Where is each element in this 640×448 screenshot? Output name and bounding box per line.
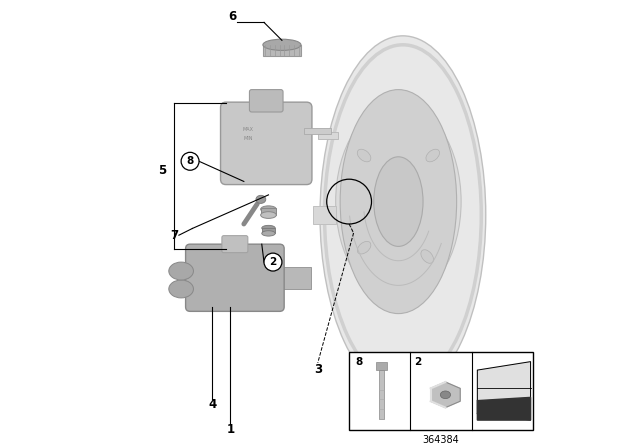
Ellipse shape bbox=[169, 280, 193, 298]
Bar bbox=[263, 45, 301, 56]
Text: 8: 8 bbox=[355, 357, 363, 366]
Ellipse shape bbox=[374, 157, 423, 246]
Text: MAX: MAX bbox=[243, 127, 254, 133]
Text: 6: 6 bbox=[228, 10, 237, 23]
Ellipse shape bbox=[260, 212, 276, 219]
FancyBboxPatch shape bbox=[222, 236, 248, 253]
Text: 364384: 364384 bbox=[422, 435, 460, 445]
Ellipse shape bbox=[340, 90, 457, 314]
Bar bbox=[262, 228, 275, 233]
Ellipse shape bbox=[256, 195, 266, 203]
Ellipse shape bbox=[357, 241, 371, 254]
Text: 5: 5 bbox=[158, 164, 166, 177]
FancyBboxPatch shape bbox=[250, 90, 283, 112]
Text: 2: 2 bbox=[269, 257, 276, 267]
Text: 8: 8 bbox=[186, 156, 194, 166]
Polygon shape bbox=[477, 362, 531, 420]
Text: MIN: MIN bbox=[244, 136, 253, 142]
Ellipse shape bbox=[336, 103, 461, 300]
Ellipse shape bbox=[169, 262, 193, 280]
Text: 7: 7 bbox=[170, 228, 179, 242]
Ellipse shape bbox=[421, 250, 433, 263]
FancyBboxPatch shape bbox=[186, 244, 284, 311]
Bar bbox=[314, 206, 336, 224]
Bar bbox=[376, 362, 387, 370]
Text: 3: 3 bbox=[314, 363, 322, 376]
Text: 4: 4 bbox=[209, 398, 216, 411]
Bar bbox=[349, 352, 532, 430]
Ellipse shape bbox=[357, 149, 371, 162]
Circle shape bbox=[264, 253, 282, 271]
Bar bbox=[379, 370, 384, 419]
FancyBboxPatch shape bbox=[221, 102, 312, 185]
Ellipse shape bbox=[426, 149, 440, 162]
Bar bbox=[260, 208, 276, 215]
Text: 1: 1 bbox=[227, 422, 234, 436]
Ellipse shape bbox=[263, 39, 301, 51]
Polygon shape bbox=[431, 382, 460, 408]
Ellipse shape bbox=[262, 225, 275, 231]
Polygon shape bbox=[477, 397, 531, 420]
Bar bbox=[317, 132, 338, 139]
Ellipse shape bbox=[262, 231, 275, 236]
Ellipse shape bbox=[320, 36, 486, 394]
Ellipse shape bbox=[260, 206, 276, 213]
Text: 2: 2 bbox=[414, 357, 421, 366]
Ellipse shape bbox=[440, 391, 451, 399]
Bar bbox=[275, 267, 311, 289]
Circle shape bbox=[181, 152, 199, 170]
Bar bbox=[305, 128, 332, 134]
